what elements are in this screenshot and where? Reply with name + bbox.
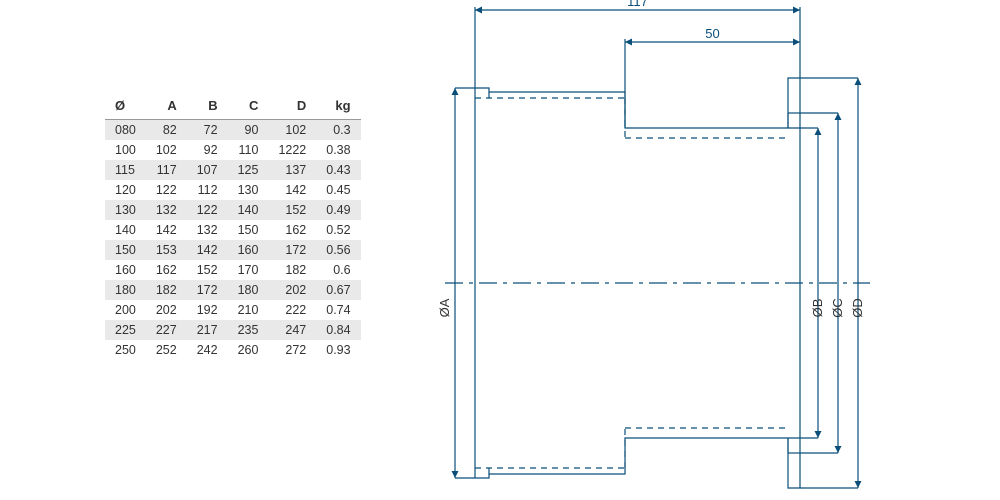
technical-drawing: 117 50 ØA ØB ØCØD — [0, 0, 1000, 500]
svg-text:ØB: ØB — [810, 299, 825, 318]
svg-text:ØA: ØA — [437, 298, 452, 317]
svg-text:50: 50 — [705, 26, 719, 41]
svg-text:117: 117 — [627, 0, 648, 9]
svg-text:ØD: ØD — [850, 298, 865, 318]
svg-text:ØC: ØC — [830, 298, 845, 318]
